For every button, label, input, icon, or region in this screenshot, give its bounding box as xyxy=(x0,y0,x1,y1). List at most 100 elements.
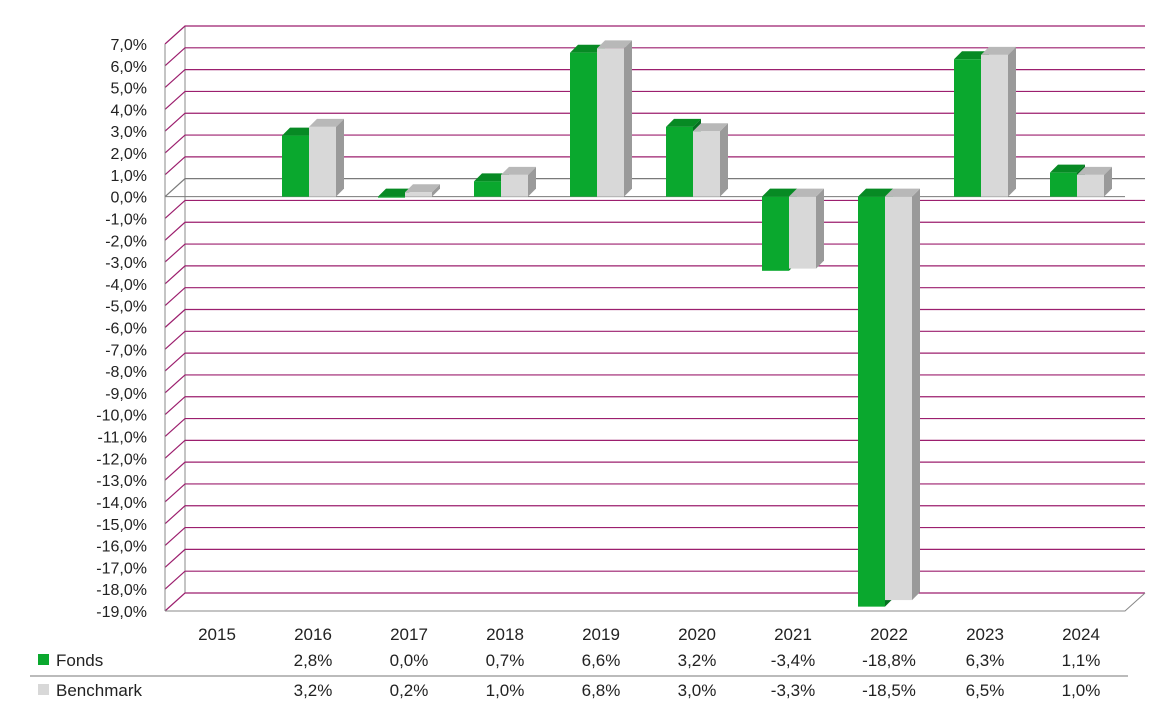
data-label: 3,0% xyxy=(678,681,717,700)
y-tick-label: -9,0% xyxy=(105,386,147,403)
gridline xyxy=(164,396,1145,416)
bar-top xyxy=(597,40,632,49)
data-label: -18,8% xyxy=(862,651,916,670)
data-label: 0,0% xyxy=(390,651,429,670)
data-label: 6,8% xyxy=(582,681,621,700)
gridline xyxy=(164,25,1145,45)
legend-swatch-benchmark xyxy=(38,684,49,695)
data-table: 2015 2016 2017 2018 2019 2020 2021 2022 2023 2024… xyxy=(30,625,1128,700)
gridline xyxy=(164,69,1145,89)
bar-front xyxy=(405,192,432,197)
y-tick-label: 7,0% xyxy=(111,37,147,54)
bar-top xyxy=(282,127,317,136)
gridline xyxy=(164,287,1145,307)
gridline xyxy=(164,156,1145,176)
y-tick-label: -8,0% xyxy=(105,364,147,381)
y-tick-label: -13,0% xyxy=(96,473,147,490)
bar-top xyxy=(474,173,509,182)
y-tick-label: -15,0% xyxy=(96,517,147,534)
y-tick-label: -7,0% xyxy=(105,342,147,359)
bars xyxy=(282,40,1112,607)
x-category-label: 2019 xyxy=(582,625,620,644)
bar-top xyxy=(405,184,440,193)
bar-benchmark-2024 xyxy=(1077,166,1112,197)
bar-front xyxy=(1077,174,1104,197)
bar-front xyxy=(282,135,309,197)
y-tick-label: -19,0% xyxy=(96,604,147,621)
floor-edge xyxy=(165,592,1146,612)
gridline xyxy=(164,243,1145,263)
bar-benchmark-2017 xyxy=(405,184,440,197)
y-tick-label: -17,0% xyxy=(96,560,147,577)
y-tick-label: 3,0% xyxy=(111,124,147,141)
y-tick-label: -14,0% xyxy=(96,495,147,512)
x-category-label: 2020 xyxy=(678,625,716,644)
data-label: 6,6% xyxy=(582,651,621,670)
y-tick-label: -11,0% xyxy=(97,430,147,447)
x-category-label: 2021 xyxy=(774,625,812,644)
bar-side xyxy=(528,166,536,197)
gridline xyxy=(164,352,1145,372)
bar-front xyxy=(309,126,336,197)
bar-top xyxy=(693,123,728,132)
y-tick-label: 4,0% xyxy=(111,102,147,119)
gridline xyxy=(164,221,1145,241)
bar-front xyxy=(693,131,720,197)
data-label: -3,4% xyxy=(771,651,815,670)
y-tick-label: -1,0% xyxy=(105,211,147,228)
y-tick-label: -10,0% xyxy=(96,408,147,425)
bar-side xyxy=(432,184,440,197)
bar-benchmark-2020 xyxy=(693,123,728,197)
data-label: 2,8% xyxy=(294,651,333,670)
y-tick-label: -3,0% xyxy=(105,255,147,272)
bar-front xyxy=(762,196,789,271)
bar-top xyxy=(981,46,1016,55)
data-label: 1,1% xyxy=(1062,651,1101,670)
bar-front xyxy=(981,54,1008,197)
data-label: -18,5% xyxy=(862,681,916,700)
gridline xyxy=(164,417,1145,437)
bar-side xyxy=(624,40,632,197)
y-tick-label: 6,0% xyxy=(111,59,147,76)
bar-top xyxy=(378,188,413,197)
data-label: 1,0% xyxy=(1062,681,1101,700)
bar-top xyxy=(666,118,701,127)
bar-side xyxy=(1104,166,1112,197)
y-tick-label: -18,0% xyxy=(96,582,147,599)
bar-front xyxy=(885,196,912,601)
bar-side xyxy=(720,123,728,197)
gridline xyxy=(164,505,1145,525)
legend-label-benchmark: Benchmark xyxy=(56,681,142,700)
bar-side xyxy=(336,118,344,197)
gridline xyxy=(164,548,1145,568)
bar-fonds-2017 xyxy=(378,188,413,198)
y-tick-label: -16,0% xyxy=(96,539,147,556)
bar-side xyxy=(912,188,920,601)
data-label: -3,3% xyxy=(771,681,815,700)
gridline xyxy=(164,90,1145,110)
bar-benchmark-2018 xyxy=(501,166,536,197)
gridline xyxy=(164,330,1145,350)
bar-front xyxy=(378,196,405,198)
gridline xyxy=(164,199,1145,219)
gridline xyxy=(164,526,1145,547)
x-category-label: 2022 xyxy=(870,625,908,644)
bar-front xyxy=(666,126,693,197)
y-tick-label: 5,0% xyxy=(111,81,147,98)
y-axis: 7,0% 6,0% 5,0% 4,0% 3,0% 2,0% 1,0% 0,0% -1,0% -2,… xyxy=(96,37,166,621)
y-tick-label: -4,0% xyxy=(105,277,147,294)
bar-top xyxy=(1050,164,1085,173)
data-label: 3,2% xyxy=(294,681,333,700)
gridline xyxy=(164,47,1145,67)
gridline xyxy=(164,592,1145,612)
bar-front xyxy=(570,52,597,197)
x-category-label: 2023 xyxy=(966,625,1004,644)
bar-front xyxy=(858,196,885,607)
bar-side xyxy=(816,188,824,269)
gridline xyxy=(164,308,1145,328)
bar-front xyxy=(789,196,816,269)
gridline xyxy=(164,570,1145,590)
bar-benchmark-2022 xyxy=(885,188,920,601)
gridline xyxy=(164,112,1145,132)
bar-top xyxy=(501,166,536,175)
